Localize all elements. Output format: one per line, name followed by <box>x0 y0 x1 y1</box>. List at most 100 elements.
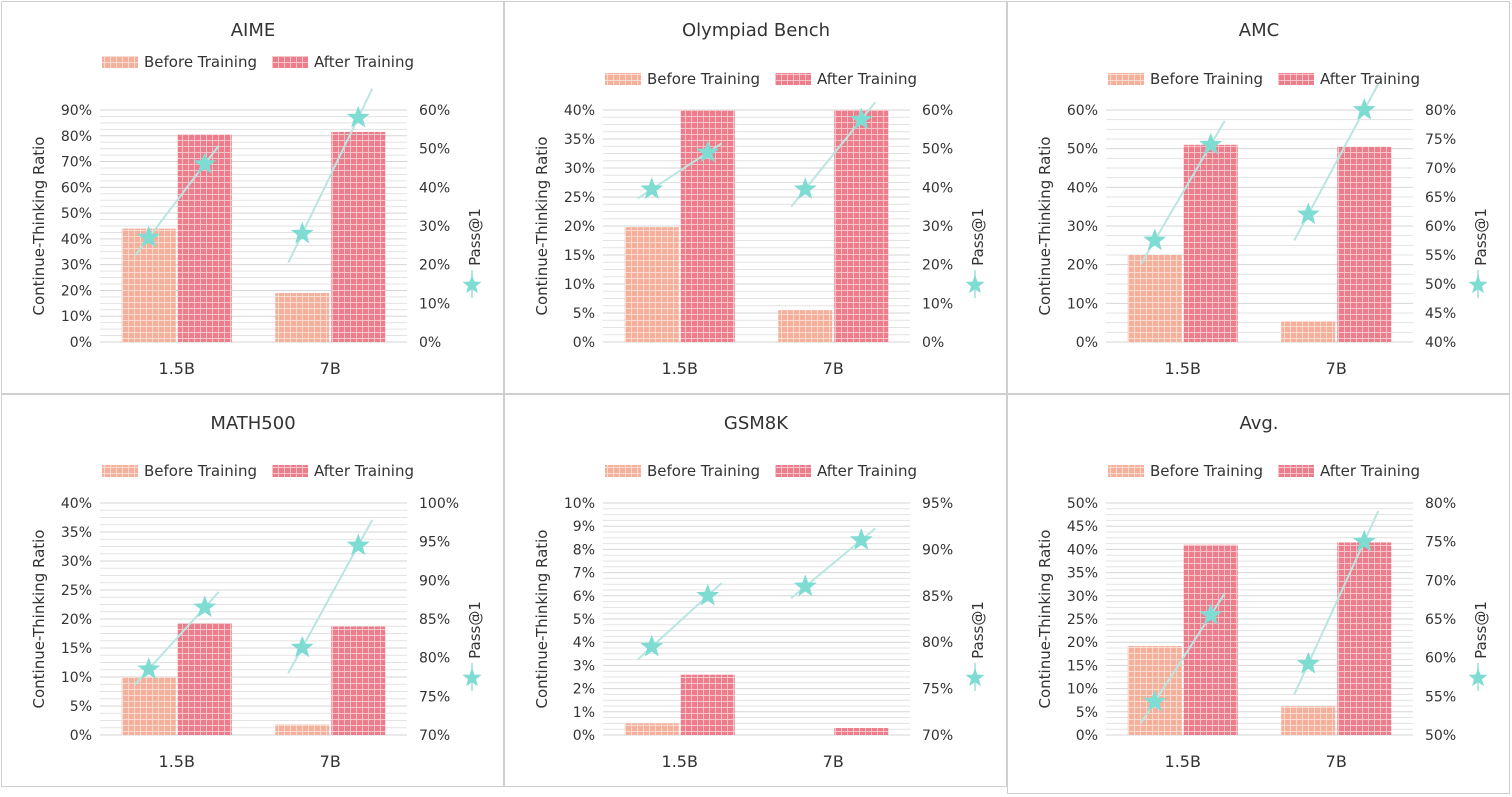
left-tick-label: 10% <box>61 670 92 686</box>
category-label: 7B <box>823 359 844 378</box>
legend-swatch-after <box>775 465 811 477</box>
pass-star-before <box>1296 651 1320 674</box>
right-tick-label: 95% <box>922 496 953 512</box>
legend-label-before: Before Training <box>647 70 760 88</box>
category-label: 7B <box>1326 752 1347 771</box>
right-tick-label: 50% <box>1425 728 1456 744</box>
left-tick-label: 25% <box>1067 612 1098 628</box>
pass-star-after <box>849 107 873 130</box>
category-label: 7B <box>823 752 844 771</box>
right-tick-label: 70% <box>1425 573 1456 589</box>
bar-before-7b <box>275 293 330 342</box>
right-tick-label: 40% <box>419 180 450 196</box>
left-tick-label: 60% <box>61 180 92 196</box>
pass-star-after <box>696 140 720 163</box>
pass-legend-star <box>462 275 482 294</box>
left-axis-title: Continue-Thinking Ratio <box>30 137 48 316</box>
right-tick-label: 0% <box>922 335 944 351</box>
legend-label-after: After Training <box>314 53 414 71</box>
right-tick-label: 70% <box>1425 161 1456 177</box>
category-label: 1.5B <box>662 752 698 771</box>
right-tick-label: 60% <box>922 103 953 119</box>
left-tick-label: 7% <box>573 566 595 582</box>
right-axis-title: Pass@1 <box>466 208 484 266</box>
right-tick-label: 85% <box>419 612 450 628</box>
right-tick-label: 95% <box>419 535 450 551</box>
legend-label-before: Before Training <box>647 462 760 480</box>
category-label: 1.5B <box>1165 752 1201 771</box>
left-tick-label: 60% <box>1067 103 1098 119</box>
left-tick-label: 0% <box>1076 335 1098 351</box>
pass-legend-star <box>965 668 985 687</box>
left-tick-label: 5% <box>573 306 595 322</box>
bar-after-7b <box>834 110 889 342</box>
chart-svg: AMC Before Training After Training 0% 10% 20%… <box>1036 20 1490 378</box>
left-tick-label: 6% <box>573 589 595 605</box>
right-tick-label: 90% <box>922 542 953 558</box>
left-tick-label: 0% <box>573 335 595 351</box>
legend-label-before: Before Training <box>1150 70 1263 88</box>
bar-before-1-5b <box>121 228 176 342</box>
chart-svg: Olympiad Bench Before Training After Train… <box>533 20 987 378</box>
right-tick-label: 30% <box>419 219 450 235</box>
pass-star-before <box>793 177 817 199</box>
right-tick-label: 50% <box>419 142 450 158</box>
pass-star-after <box>1352 529 1376 552</box>
pass-star-before <box>793 574 817 597</box>
pass-legend-star <box>965 275 985 294</box>
left-tick-label: 5% <box>1076 705 1098 721</box>
right-tick-label: 60% <box>419 103 450 119</box>
left-tick-label: 0% <box>70 728 92 744</box>
pass-star-after <box>193 595 217 618</box>
left-tick-label: 30% <box>61 258 92 274</box>
right-tick-label: 30% <box>922 219 953 235</box>
right-tick-label: 70% <box>922 728 953 744</box>
bar-before-1-5b <box>624 227 679 342</box>
right-tick-label: 65% <box>1425 190 1456 206</box>
pass-star-before <box>1143 689 1167 712</box>
left-tick-label: 40% <box>1067 542 1098 558</box>
pass-legend-star <box>462 668 482 687</box>
left-tick-label: 5% <box>573 612 595 628</box>
left-tick-label: 40% <box>61 232 92 248</box>
bar-before-7b <box>778 310 833 342</box>
legend-swatch-before <box>102 465 138 477</box>
left-tick-label: 10% <box>1067 296 1098 312</box>
left-tick-label: 20% <box>1067 635 1098 651</box>
left-tick-label: 70% <box>61 155 92 171</box>
right-tick-label: 80% <box>419 651 450 667</box>
pass-star-after <box>1199 603 1223 625</box>
left-tick-label: 80% <box>61 129 92 145</box>
legend-swatch-before <box>102 56 138 68</box>
chart-panel-amc: AMC Before Training After Training 0% 10% 20%… <box>1007 1 1510 394</box>
left-tick-label: 25% <box>564 190 595 206</box>
left-tick-label: 1% <box>573 705 595 721</box>
chart-panel-gsm8k: GSM8K Before Training After Training 0% 1% 2%… <box>504 394 1007 787</box>
bar-before-1-5b <box>624 723 679 735</box>
bar-before-1-5b <box>1127 255 1182 342</box>
left-tick-label: 40% <box>564 103 595 119</box>
bar-after-1-5b <box>1183 144 1238 342</box>
pass-star-after <box>696 583 720 606</box>
bar-after-7b <box>1337 542 1392 735</box>
left-tick-label: 25% <box>61 583 92 599</box>
left-tick-label: 10% <box>61 309 92 325</box>
left-tick-label: 10% <box>564 277 595 293</box>
bar-after-7b <box>1337 146 1392 342</box>
right-tick-label: 75% <box>1425 535 1456 551</box>
left-tick-label: 20% <box>564 219 595 235</box>
left-tick-label: 30% <box>564 161 595 177</box>
category-label: 7B <box>1326 359 1347 378</box>
left-axis-title: Continue-Thinking Ratio <box>1036 137 1054 316</box>
left-tick-label: 30% <box>1067 589 1098 605</box>
left-axis-title: Continue-Thinking Ratio <box>533 530 551 709</box>
chart-svg: AIME Before Training After Training 0% 10% 20… <box>30 20 484 378</box>
right-tick-label: 10% <box>922 296 953 312</box>
legend-swatch-before <box>605 73 641 85</box>
pass-star-after <box>1199 132 1223 155</box>
right-tick-label: 45% <box>1425 306 1456 322</box>
category-label: 1.5B <box>159 359 195 378</box>
pass-legend-star <box>1468 668 1488 687</box>
left-axis-title: Continue-Thinking Ratio <box>30 530 48 709</box>
